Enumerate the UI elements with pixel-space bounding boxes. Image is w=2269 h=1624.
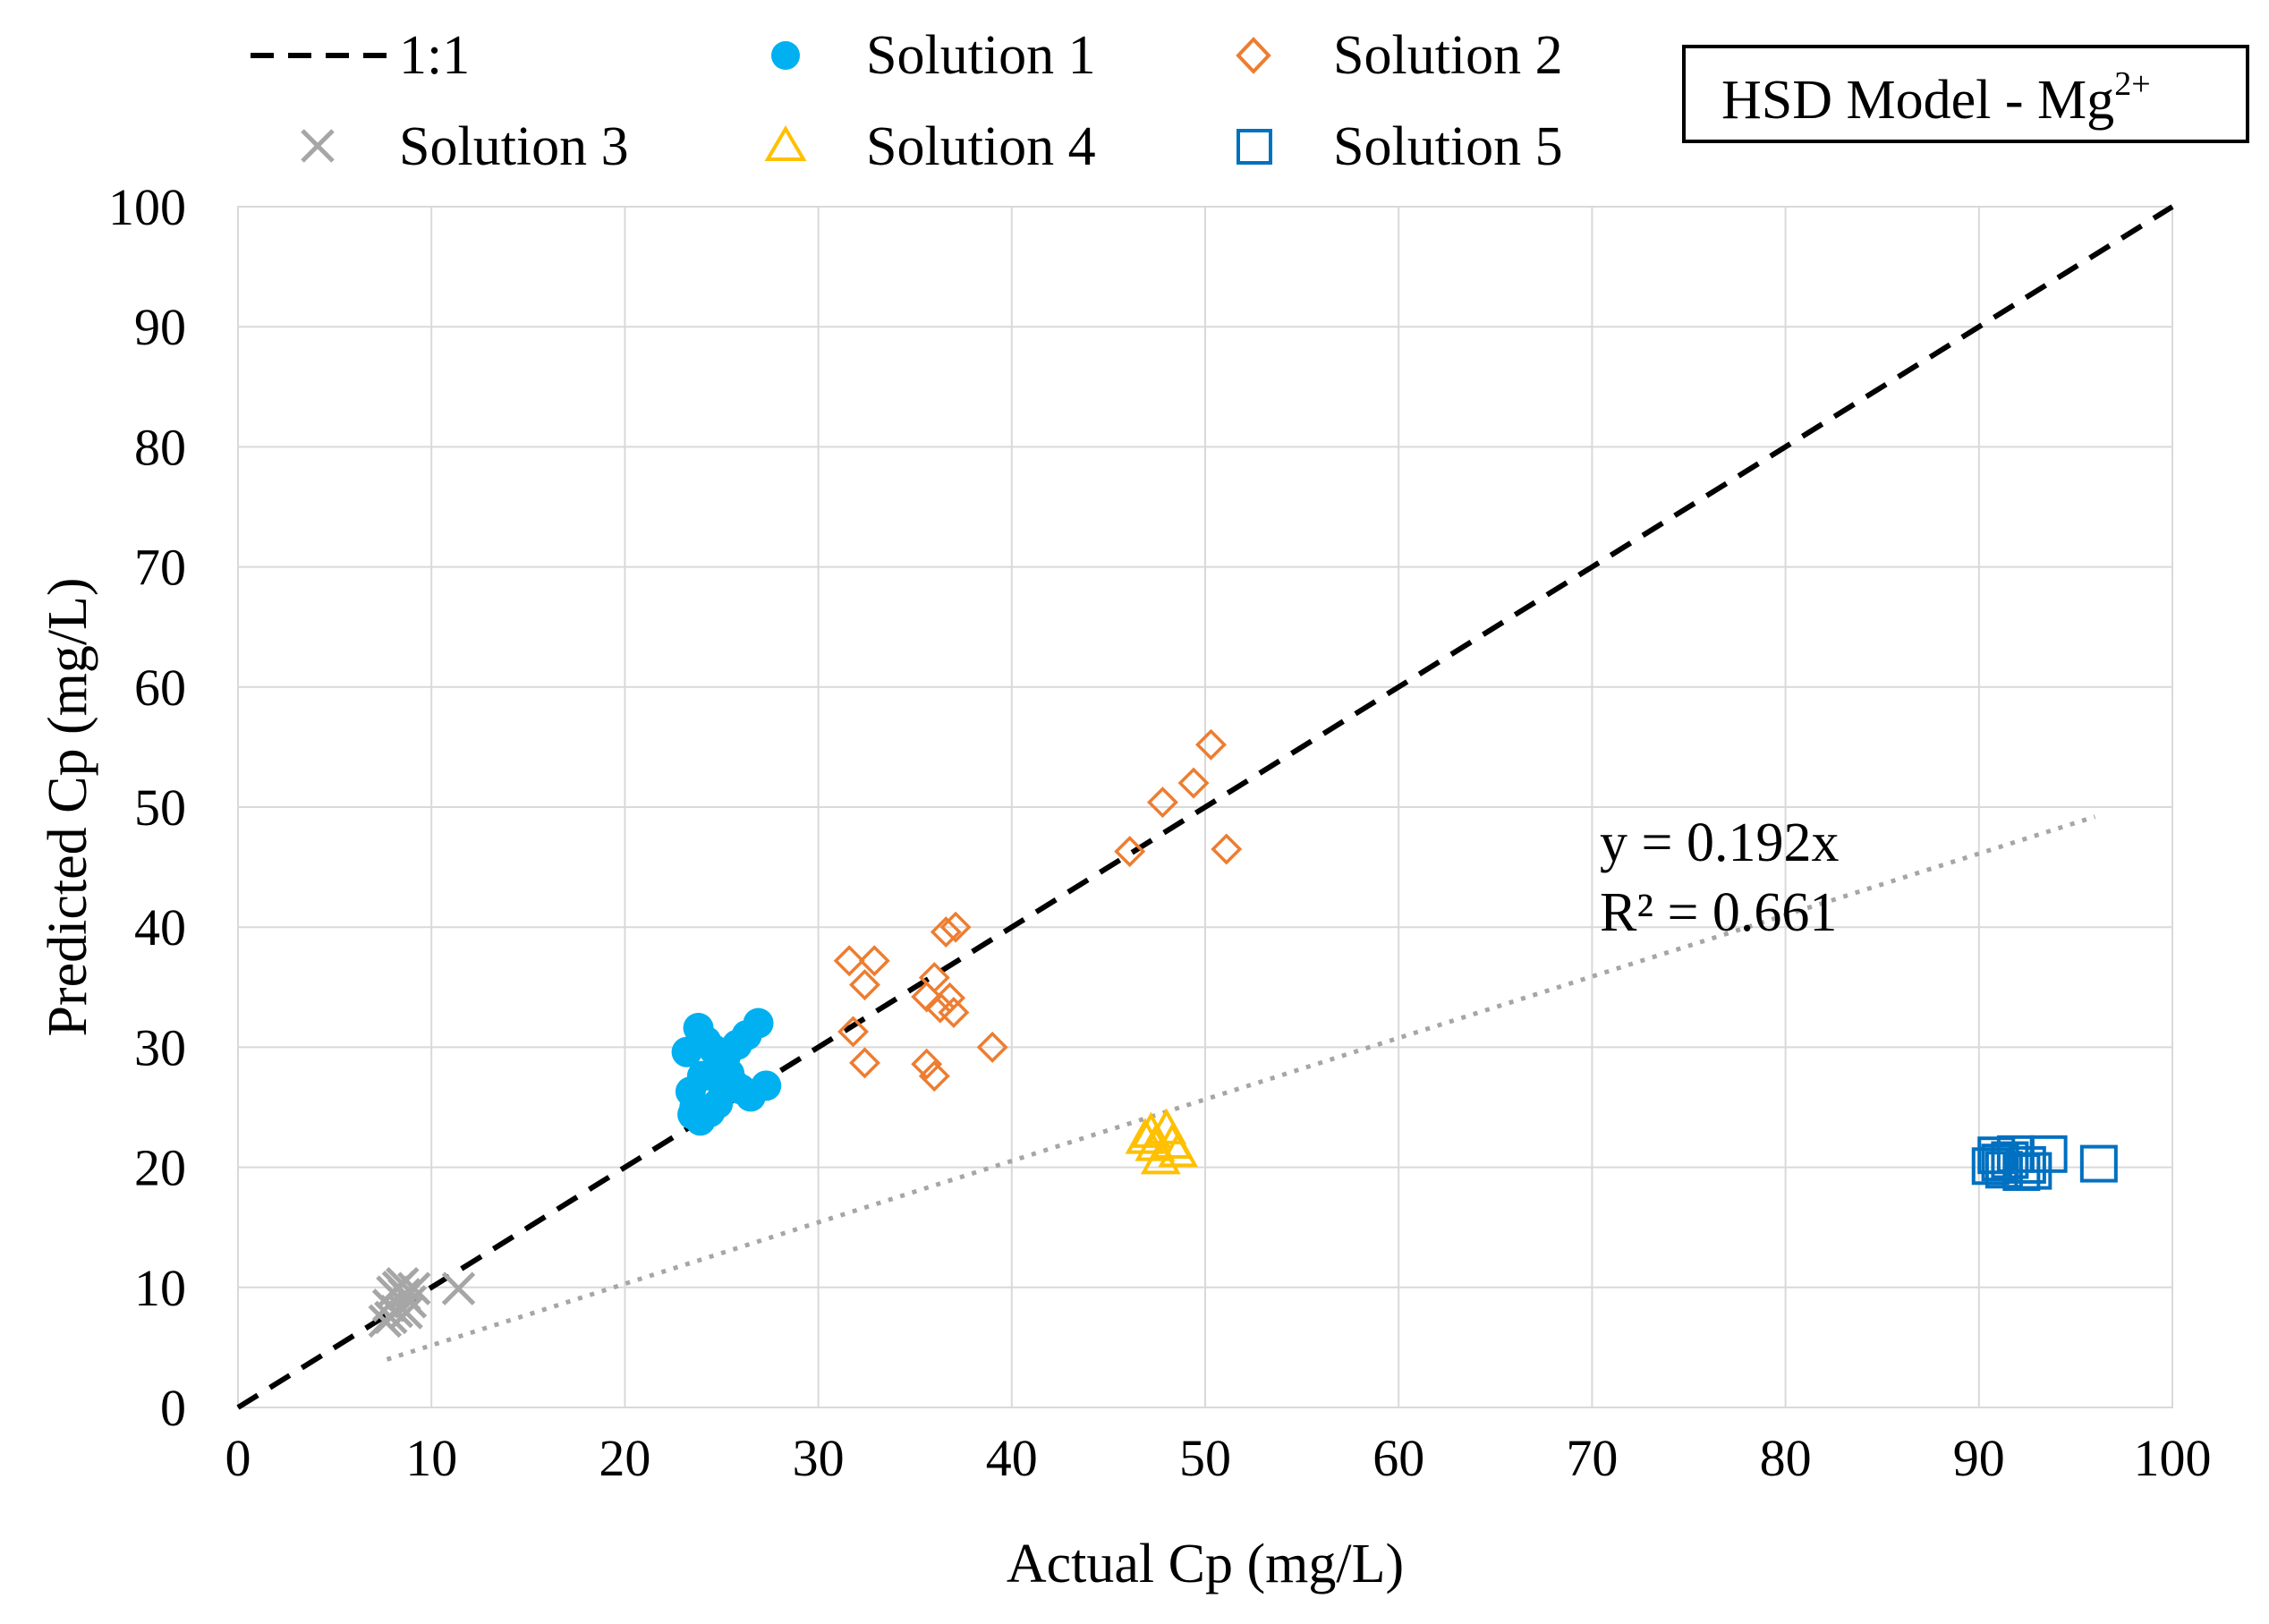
title-box <box>1682 45 2249 143</box>
x-tick-label: 0 <box>225 1429 251 1487</box>
legend-swatch-solution-1 <box>771 41 800 70</box>
x-tick-label: 50 <box>1179 1429 1231 1487</box>
legend-swatch-solution-3 <box>301 129 335 163</box>
data-point <box>930 916 962 948</box>
y-tick-label: 100 <box>108 178 186 236</box>
data-point <box>1114 836 1146 868</box>
trendline <box>386 814 2096 1362</box>
series-solution-4 <box>1125 1108 1199 1175</box>
data-point <box>2079 1144 2118 1183</box>
data-point <box>849 969 880 1001</box>
data-point <box>1131 1111 1171 1148</box>
chart-title-main: HSD Model - Mg <box>1721 70 2114 131</box>
legend-swatch-solution-2 <box>1236 37 1271 74</box>
data-point <box>938 997 970 1028</box>
y-tick-label: 0 <box>160 1379 186 1437</box>
data-point <box>918 1060 950 1093</box>
trendline-equation: y = 0.192x <box>1600 812 1839 873</box>
x-tick-label: 30 <box>793 1429 845 1487</box>
y-tick-label: 90 <box>134 298 186 356</box>
data-point <box>918 962 950 994</box>
series-solution-2 <box>833 728 1243 1093</box>
series-solution-1 <box>671 1008 782 1136</box>
plot-area <box>237 206 2173 1408</box>
data-point <box>934 982 966 1014</box>
legend-label-solution-1: Solution 1 <box>866 25 1096 86</box>
legend-label-solution-5: Solution 5 <box>1333 116 1563 177</box>
x-tick-label: 90 <box>1953 1429 2005 1487</box>
data-point <box>1146 786 1178 819</box>
y-tick-label: 50 <box>134 778 186 837</box>
legend-swatch-solution-4 <box>764 125 807 161</box>
data-point <box>714 1058 745 1089</box>
data-point <box>833 945 865 977</box>
data-point <box>911 981 943 1013</box>
y-tick-label: 20 <box>134 1139 186 1197</box>
legend-label-solution-4: Solution 4 <box>866 116 1096 177</box>
y-tick-label: 10 <box>134 1259 186 1317</box>
y-tick-label: 70 <box>134 539 186 597</box>
data-points <box>368 728 2118 1339</box>
data-point <box>1211 833 1243 865</box>
x-tick-label: 20 <box>599 1429 650 1487</box>
data-point <box>911 1048 943 1080</box>
legend-label-1to1: 1:1 <box>399 25 470 86</box>
x-axis-title: Actual Cp (mg/L) <box>1007 1534 1404 1594</box>
data-point <box>2029 1135 2068 1173</box>
data-point <box>1177 767 1210 799</box>
data-point <box>1158 1131 1199 1168</box>
y-axis-title: Predicted Cp (mg/L) <box>38 577 98 1036</box>
chart-title-superscript: 2+ <box>2114 65 2150 103</box>
x-tick-label: 70 <box>1566 1429 1618 1487</box>
x-tick-label: 100 <box>2134 1429 2212 1487</box>
x-tick-label: 60 <box>1372 1429 1424 1487</box>
legend: 1:1 Solution 1 Solution 2 Solution 3 Sol… <box>251 25 1563 177</box>
data-point <box>1981 1144 2019 1182</box>
data-point <box>677 1099 709 1130</box>
y-tick-label: 60 <box>134 659 186 717</box>
chart-title: HSD Model - Mg2+ <box>1721 65 2151 131</box>
legend-label-solution-3: Solution 3 <box>399 116 629 177</box>
data-point <box>976 1031 1008 1063</box>
y-tick-label: 30 <box>134 1018 186 1076</box>
data-point <box>858 945 890 977</box>
x-tick-label: 80 <box>1760 1429 1812 1487</box>
x-tick-label: 10 <box>405 1429 457 1487</box>
data-point <box>939 911 972 943</box>
legend-swatch-solution-5 <box>1236 129 1272 165</box>
trendline-r2: R² = 0.661 <box>1600 882 1837 943</box>
data-point <box>1971 1147 2010 1186</box>
data-point <box>849 1047 880 1079</box>
data-point <box>837 1016 869 1048</box>
series-solution-3 <box>368 1267 476 1339</box>
data-point <box>389 1296 423 1330</box>
x-axis-ticks: 0 10 20 30 40 50 60 70 80 90 100 <box>225 1429 2212 1487</box>
data-point <box>2008 1145 2046 1184</box>
y-tick-label: 80 <box>134 418 186 476</box>
data-point <box>1195 728 1227 761</box>
legend-label-solution-2: Solution 2 <box>1333 25 1563 86</box>
data-point <box>386 1267 420 1301</box>
y-tick-label: 40 <box>134 898 186 957</box>
series-solution-5 <box>1971 1135 2118 1191</box>
x-tick-label: 40 <box>986 1429 1038 1487</box>
data-point <box>743 1008 774 1039</box>
data-point <box>751 1070 782 1101</box>
one-to-one-line <box>236 204 2174 1410</box>
data-point <box>441 1271 476 1305</box>
y-axis-ticks: 0 10 20 30 40 50 60 70 80 90 100 <box>108 178 186 1437</box>
data-point <box>396 1271 431 1305</box>
